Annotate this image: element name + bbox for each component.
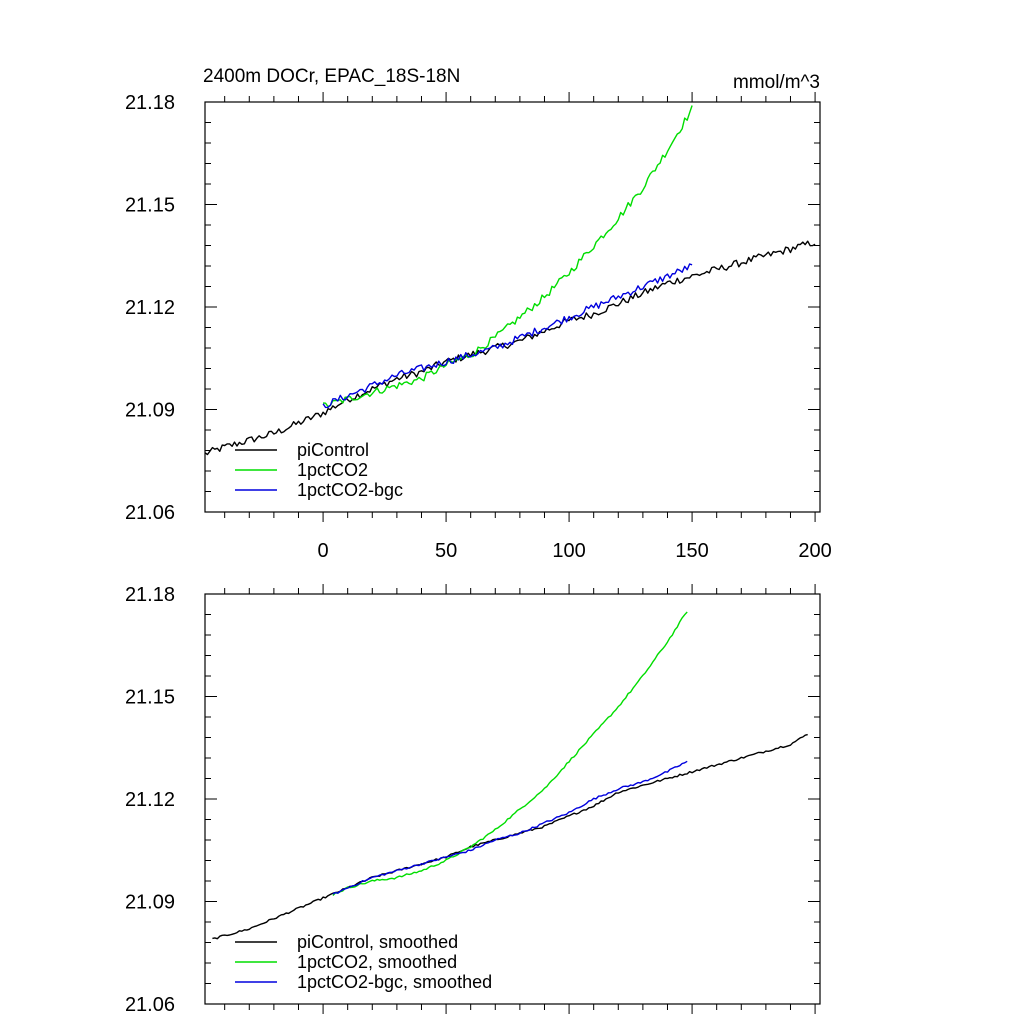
- series-line-picontrol: [204, 240, 816, 456]
- series-line-1pctco2-bgc: [322, 263, 693, 409]
- y-tick-label: 21.12: [125, 789, 175, 811]
- legend-label-1pctco2-bgc: 1pctCO2-bgc: [297, 480, 403, 500]
- tick-layer-bottom: 21.06 21.09 21.12 21.15 21.18: [125, 584, 820, 1016]
- legend-label-1pctco2-smoothed: 1pctCO2, smoothed: [297, 952, 457, 972]
- series-layer-top: [204, 105, 816, 456]
- bottom-panel: 21.06 21.09 21.12 21.15 21.18 piControl, smo…: [125, 584, 821, 1016]
- x-tick-label: 50: [435, 540, 457, 562]
- legend-label-picontrol: piControl: [297, 440, 369, 460]
- series-line-1pctco2-bgc-smoothed: [332, 760, 688, 895]
- y-tick-label: 21.06: [125, 994, 175, 1016]
- y-tick-label: 21.18: [125, 92, 175, 114]
- y-tick-label: 21.12: [125, 297, 175, 319]
- top-panel: 2400m DOCr, EPAC_18S-18N mmol/m^3 21.062…: [125, 66, 832, 562]
- y-tick-label: 21.15: [125, 687, 175, 709]
- series-line-1pctco2-smoothed: [332, 611, 688, 896]
- y-tick-label: 21.18: [125, 584, 175, 606]
- x-tick-label: 0: [318, 540, 329, 562]
- units-label: mmol/m^3: [733, 72, 820, 93]
- series-layer-bottom: [212, 611, 808, 940]
- legend-label-picontrol-smoothed: piControl, smoothed: [297, 932, 458, 952]
- y-tick-label: 21.09: [125, 892, 175, 914]
- x-tick-label: 100: [552, 540, 585, 562]
- chart-title: 2400m DOCr, EPAC_18S-18N: [203, 66, 460, 87]
- series-line-1pctco2: [323, 105, 693, 408]
- series-line-picontrol-smoothed: [212, 733, 808, 940]
- y-tick-label: 21.06: [125, 502, 175, 524]
- y-tick-label: 21.15: [125, 195, 175, 217]
- x-tick-label: 150: [675, 540, 708, 562]
- y-tick-label: 21.09: [125, 400, 175, 422]
- tick-layer-top: 21.06 21.09 21.12 21.15 21.18 0 50 100 150 200: [125, 92, 832, 562]
- legend-label-1pctco2: 1pctCO2: [297, 460, 368, 480]
- x-tick-label: 200: [798, 540, 831, 562]
- legend-label-1pctco2-bgc-smoothed: 1pctCO2-bgc, smoothed: [297, 972, 492, 992]
